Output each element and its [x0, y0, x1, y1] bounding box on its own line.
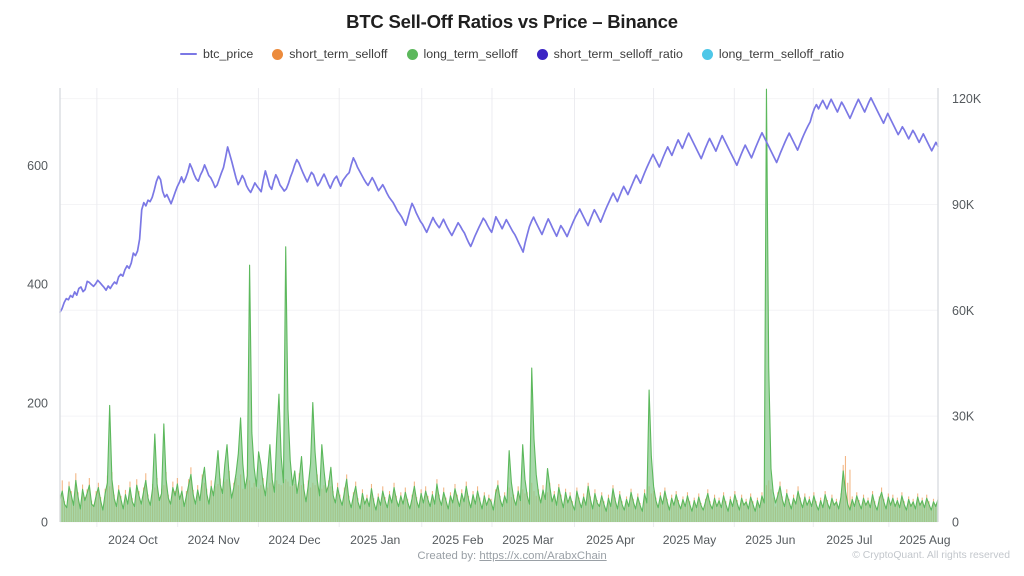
line-long-term-selloff [59, 88, 939, 512]
legend-item-short-term-selloff[interactable]: short_term_selloff [272, 47, 388, 61]
legend-label: long_term_selloff [423, 47, 518, 61]
axis-tick-label-x: 2025 Feb [432, 533, 484, 547]
axis-tick-label-x: 2025 Jan [350, 533, 400, 547]
axis-tick-label-left: 400 [27, 278, 48, 292]
legend-label: short_term_selloff [289, 47, 388, 61]
axis-tick-label-x: 2025 Aug [899, 533, 951, 547]
legend-swatch-dot-icon [272, 48, 284, 60]
axis-tick-label-x: 2025 Jul [826, 533, 872, 547]
axis-tick-label-left: 0 [41, 516, 48, 530]
plot-background [60, 88, 938, 522]
legend-swatch-line-icon [179, 52, 197, 56]
author-link[interactable]: https://x.com/ArabxChain [479, 550, 607, 562]
axis-tick-label-left: 200 [27, 397, 48, 411]
axis-tick-label-right: 30K [952, 410, 975, 424]
bar-short-term-selloff [849, 469, 851, 522]
legend-swatch-dot-icon [406, 48, 418, 60]
legend-item-long-term-selloff-ratio[interactable]: long_term_selloff_ratio [701, 47, 845, 61]
legend-swatch-dot-icon [536, 48, 548, 60]
axis-tick-label-x: 2024 Nov [188, 533, 241, 547]
created-by-text: Created by: https://x.com/ArabxChain [0, 550, 1024, 562]
chart-legend: btc_price short_term_selloff long_term_sel… [0, 48, 1024, 60]
axis-tick-label-x: 2025 Jun [745, 533, 795, 547]
axis-tick-label-right: 60K [952, 304, 975, 318]
axis-tick-label-x: 2024 Dec [268, 533, 320, 547]
legend-item-long-term-selloff[interactable]: long_term_selloff [406, 47, 518, 61]
axis-tick-label-x: 2024 Oct [108, 533, 158, 547]
axis-tick-label-right: 120K [952, 92, 982, 106]
axis-tick-label-x: 2025 May [663, 533, 717, 547]
created-by-label: Created by: [417, 550, 477, 562]
chart-footer: Created by: https://x.com/ArabxChain © C… [0, 550, 1024, 568]
line-btc-price [59, 97, 939, 313]
axis-tick-label-x: 2025 Mar [502, 533, 554, 547]
axis-tick-label-right: 0 [952, 516, 959, 530]
chart-title: BTC Sell-Off Ratios vs Price – Binance [346, 11, 678, 32]
legend-swatch-dot-icon [701, 48, 713, 60]
legend-label: btc_price [202, 47, 254, 61]
axis-tick-label-x: 2025 Apr [586, 533, 635, 547]
axis-tick-label-left: 600 [27, 159, 48, 173]
legend-item-short-term-selloff-ratio[interactable]: short_term_selloff_ratio [536, 47, 683, 61]
legend-label: short_term_selloff_ratio [553, 47, 683, 61]
copyright-text: © CryptoQuant. All rights reserved [852, 550, 1010, 561]
legend-label: long_term_selloff_ratio [718, 47, 845, 61]
legend-item-btc-price[interactable]: btc_price [179, 47, 254, 61]
axis-tick-label-right: 90K [952, 198, 975, 212]
